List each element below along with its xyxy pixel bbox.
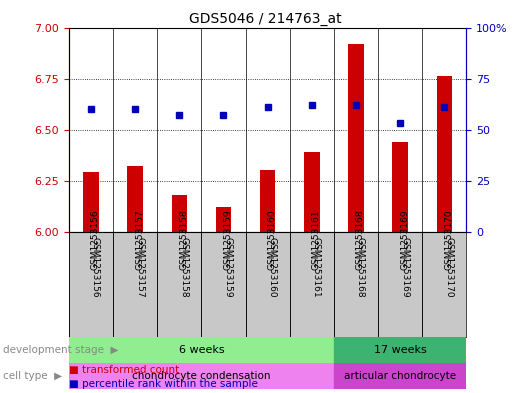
Bar [334, 363, 466, 389]
Text: GSM1253157: GSM1253157 [135, 237, 144, 298]
Bar [69, 336, 334, 363]
Bar [127, 166, 143, 231]
Text: ■ transformed count: ■ transformed count [69, 365, 179, 375]
Bar [260, 171, 276, 231]
Text: articular chondrocyte: articular chondrocyte [344, 371, 456, 381]
Text: GSM1253156: GSM1253156 [91, 210, 100, 270]
Bar [216, 207, 231, 231]
Bar [83, 173, 99, 231]
Bar [392, 142, 408, 231]
Text: GSM1253161: GSM1253161 [312, 237, 321, 298]
Bar [348, 44, 364, 231]
Text: GSM1253157: GSM1253157 [135, 210, 144, 270]
Text: GSM1253170: GSM1253170 [444, 210, 453, 270]
Text: 17 weeks: 17 weeks [374, 345, 427, 355]
Text: GSM1253160: GSM1253160 [268, 210, 277, 270]
Bar [69, 363, 334, 389]
Text: cell type  ▶: cell type ▶ [3, 371, 62, 381]
Text: GSM1253169: GSM1253169 [400, 237, 409, 298]
Text: GSM1253158: GSM1253158 [179, 237, 188, 298]
Text: development stage  ▶: development stage ▶ [3, 345, 118, 355]
Bar [304, 152, 320, 231]
Text: GSM1253170: GSM1253170 [444, 237, 453, 298]
Text: GSM1253169: GSM1253169 [400, 210, 409, 270]
Bar [334, 336, 466, 363]
Text: GSM1253160: GSM1253160 [268, 237, 277, 298]
Text: GSM1253168: GSM1253168 [356, 237, 365, 298]
Text: GDS5046 / 214763_at: GDS5046 / 214763_at [189, 12, 341, 26]
Text: GSM1253159: GSM1253159 [224, 210, 233, 270]
Text: GSM1253156: GSM1253156 [91, 237, 100, 298]
Text: GSM1253161: GSM1253161 [312, 210, 321, 270]
Text: GSM1253168: GSM1253168 [356, 210, 365, 270]
Bar [172, 195, 187, 231]
Text: ■ percentile rank within the sample: ■ percentile rank within the sample [69, 379, 258, 389]
Text: 6 weeks: 6 weeks [179, 345, 224, 355]
Bar [437, 77, 452, 231]
Text: GSM1253159: GSM1253159 [224, 237, 233, 298]
Text: chondrocyte condensation: chondrocyte condensation [132, 371, 271, 381]
Text: GSM1253158: GSM1253158 [179, 210, 188, 270]
